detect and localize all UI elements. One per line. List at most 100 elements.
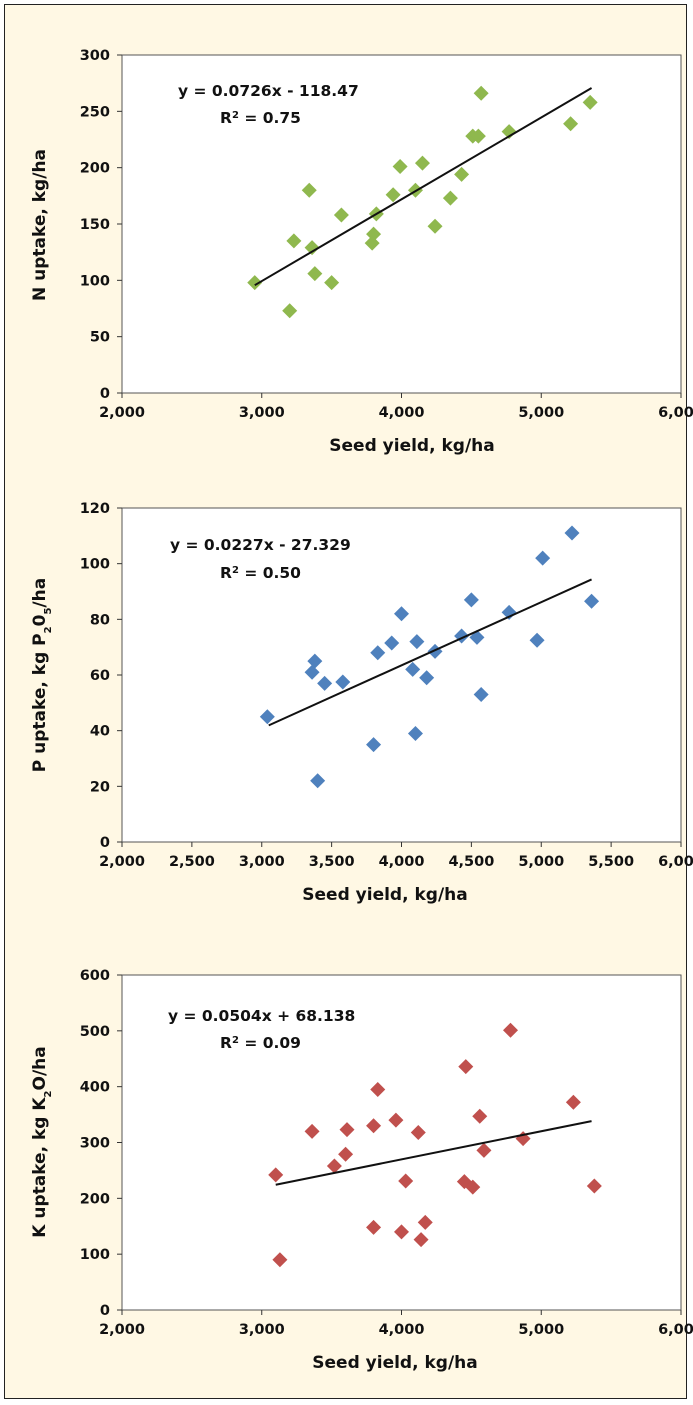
p-data-point [259,709,275,725]
p-data-point [310,773,326,789]
p-data-point [463,592,479,608]
n-data-point [392,159,408,175]
k-data-point [304,1123,320,1139]
p-data-point [317,675,333,691]
k-data-point [458,1059,474,1075]
n-y-tick-label: 0 [100,386,110,402]
k-data-point [476,1142,492,1158]
n-x-tick-label: 4,000 [379,405,425,421]
k-r-squared: R2 = 0.09 [220,1034,301,1052]
p-x-tick-label: 5,000 [518,854,564,870]
p-data-point [394,606,409,622]
n-x-tick-label: 2,000 [99,405,145,421]
n-x-tick-label: 5,000 [518,405,564,421]
k-data-point [338,1146,354,1162]
k-uptake-chart: 2,000 3,000 4,000 5,000 6,000 0 100 200 300 400 50… [30,968,693,1373]
n-y-tick-label: 250 [80,104,110,120]
n-data-point [501,124,517,140]
n-data-point [563,116,579,132]
n-data-point [333,207,349,223]
p-data-point [384,635,400,651]
p-data-point [473,686,489,702]
p-x-tick-label: 5,500 [588,854,634,870]
n-trendline [254,87,593,287]
n-y-tick-label: 200 [80,161,110,177]
p-x-tick-label: 3,500 [309,854,355,870]
p-data-point [366,737,382,753]
n-data-point [427,218,443,234]
p-data-point [419,670,435,686]
k-data-point [565,1094,581,1110]
k-data-point [586,1178,602,1194]
p-data-point [584,593,600,609]
p-uptake-chart: 2,000 2,500 3,000 3,500 4,000 4,500 5,000 5,500… [30,501,693,905]
n-data-point [454,166,470,182]
p-data-point [529,632,545,648]
n-uptake-chart: 2,000 3,000 4,000 5,000 6,000 0 50 100 150 200 250… [30,48,693,456]
k-x-axis-title: Seed yield, kg/ha [312,1353,477,1373]
p-y-tick-label: 40 [90,724,110,740]
n-data-point [366,226,382,242]
n-plot-area [121,54,682,394]
n-data-point [473,85,489,101]
p-x-tick-label: 3,000 [239,854,285,870]
k-y-axis-title: K uptake, kg K2O/ha [30,1046,54,1238]
p-data-point [405,661,421,677]
k-data-point [272,1252,288,1268]
k-y-tick-label: 400 [80,1080,110,1096]
p-y-tick-label: 60 [90,668,110,684]
n-x-tick-label: 3,000 [239,405,285,421]
n-y-axis-title: N uptake, kg/ha [30,149,50,301]
p-data-point [370,645,386,661]
p-y-tick-label: 100 [80,557,110,573]
n-y-tick-label: 100 [80,273,110,289]
k-trendline [275,1120,592,1186]
n-data-point [304,240,320,256]
k-y-tick-label: 600 [80,968,110,984]
n-data-point [247,275,263,291]
k-data-point [465,1179,481,1195]
n-trendline-equation: y = 0.0726x - 118.47 [178,82,359,100]
p-x-tick-label: 4,000 [379,854,425,870]
n-r-squared: R2 = 0.75 [220,109,301,127]
p-y-tick-label: 0 [100,835,110,851]
k-data-point [326,1158,342,1174]
n-data-point [364,235,380,251]
k-x-tick-label: 3,000 [239,1322,285,1338]
n-data-point [442,190,458,206]
k-data-point [503,1022,519,1038]
k-x-tick-label: 5,000 [518,1322,564,1338]
k-trendline-equation: y = 0.0504x + 68.138 [168,1007,355,1025]
n-x-axis-title: Seed yield, kg/ha [329,436,494,456]
p-data-point [564,525,580,541]
p-data-point [407,725,423,741]
k-y-tick-label: 100 [80,1247,110,1263]
k-x-tick-label: 2,000 [99,1322,145,1338]
n-data-point [324,275,340,291]
n-data-point [282,303,298,319]
p-x-tick-label: 6,000 [658,854,693,870]
k-data-point [268,1167,284,1183]
k-data-point [370,1081,386,1097]
p-x-tick-label: 4,500 [448,854,494,870]
k-data-point [366,1118,382,1134]
k-x-tick-label: 4,000 [379,1322,425,1338]
p-data-point [501,604,517,620]
p-x-tick-label: 2,500 [169,854,215,870]
n-data-point [385,187,401,203]
p-data-point [304,664,320,680]
p-y-tick-label: 120 [80,501,110,517]
p-trendline [268,578,592,727]
p-trendline-equation: y = 0.0227x - 27.329 [170,536,351,554]
k-data-point [366,1219,382,1235]
n-data-point [414,155,430,171]
p-x-tick-label: 2,000 [99,854,145,870]
k-y-tick-label: 200 [80,1191,110,1207]
p-data-point [307,653,323,669]
n-x-tick-label: 6,000 [658,405,693,421]
n-data-point [286,233,302,249]
k-plot-area [121,974,682,1311]
n-data-point [582,94,598,110]
p-y-tick-label: 20 [90,779,110,795]
p-r-squared: R2 = 0.50 [220,564,301,582]
